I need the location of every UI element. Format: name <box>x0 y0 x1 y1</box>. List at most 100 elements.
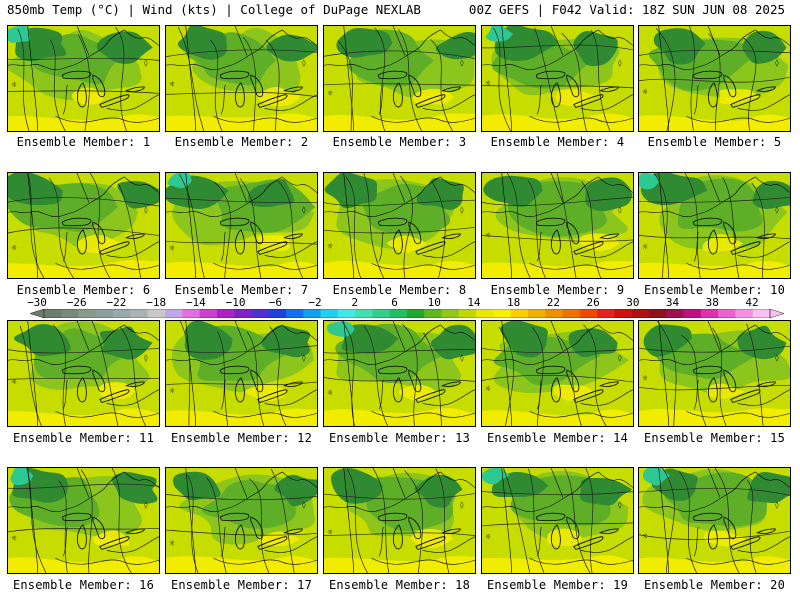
ensemble-member-label: Ensemble Member: 7 <box>174 283 309 297</box>
colorbar-swatch <box>355 309 373 318</box>
colorbar-swatch <box>44 309 62 318</box>
colorbar-swatch <box>752 309 771 318</box>
colorbar-tick-label: 18 <box>507 296 521 309</box>
ensemble-map-panel: ◊ ☼ <box>638 467 791 574</box>
colorbar-tick-label: 6 <box>391 296 398 309</box>
ensemble-member-label: Ensemble Member: 13 <box>328 431 471 445</box>
ensemble-map-panel: ◊ ☼ <box>323 320 476 427</box>
ensemble-member-label: Ensemble Member: 5 <box>647 135 782 149</box>
svg-text:◊: ◊ <box>775 206 779 214</box>
colorbar-swatch <box>320 309 339 318</box>
colorbar-tick-label: 14 <box>467 296 481 309</box>
svg-text:◊: ◊ <box>144 354 148 362</box>
ensemble-map-panel: ◊ ☼ <box>7 467 160 574</box>
colorbar-swatch <box>337 309 356 318</box>
colorbar-swatch <box>510 309 529 318</box>
colorbar-swatch <box>407 309 425 318</box>
ensemble-map-panel: ◊ ☼ <box>638 172 791 279</box>
svg-text:☼: ☼ <box>169 245 175 253</box>
svg-text:☼: ☼ <box>11 535 17 543</box>
colorbar-swatch <box>234 309 252 318</box>
ensemble-map-panel: ◊ ☼ <box>165 320 318 427</box>
ensemble-member-label: Ensemble Member: 3 <box>332 135 467 149</box>
svg-text:☼: ☼ <box>11 81 17 89</box>
svg-text:☼: ☼ <box>327 389 333 397</box>
svg-text:☼: ☼ <box>642 374 648 382</box>
colorbar-tick-label: −30 <box>27 296 47 309</box>
ensemble-map-panel: ◊ ☼ <box>7 320 160 427</box>
ensemble-map-panel: ◊ ☼ <box>481 25 634 132</box>
svg-text:◊: ◊ <box>775 354 779 362</box>
svg-text:◊: ◊ <box>618 59 622 67</box>
svg-text:☼: ☼ <box>642 532 648 540</box>
colorbar-tick-label: −26 <box>66 296 87 309</box>
colorbar-swatch <box>199 309 218 318</box>
svg-text:◊: ◊ <box>302 59 306 67</box>
colorbar-tick-label: 2 <box>351 296 359 309</box>
colorbar-swatch <box>718 309 736 318</box>
svg-text:◊: ◊ <box>302 354 306 362</box>
colorbar-swatch <box>528 309 546 318</box>
colorbar-swatch <box>562 309 581 318</box>
svg-text:☼: ☼ <box>327 529 333 537</box>
ensemble-map-panel: ◊ ☼ <box>7 172 160 279</box>
ensemble-member-label: Ensemble Member: 17 <box>170 578 313 592</box>
ensemble-map-panel: ◊ ☼ <box>638 320 791 427</box>
ensemble-map-panel: ◊ ☼ <box>323 172 476 279</box>
svg-text:◊: ◊ <box>618 206 622 214</box>
colorbar-tick-label: −18 <box>146 296 167 309</box>
colorbar-swatch <box>78 309 97 318</box>
ensemble-map-panel: ◊ ☼ <box>323 25 476 132</box>
colorbar-swatch <box>458 309 477 318</box>
colorbar-swatch <box>545 309 563 318</box>
ensemble-map-panel: ◊ ☼ <box>165 25 318 132</box>
ensemble-member-label: Ensemble Member: 4 <box>490 135 625 149</box>
ensemble-member-label: Ensemble Member: 9 <box>490 283 625 297</box>
svg-text:☼: ☼ <box>169 81 175 89</box>
svg-text:◊: ◊ <box>460 206 464 214</box>
colorbar-swatch <box>130 309 149 318</box>
colorbar-swatch <box>579 309 598 318</box>
colorbar-swatch <box>735 309 754 318</box>
colorbar-swatch <box>683 309 702 318</box>
colorbar-tick-label: 30 <box>626 296 640 309</box>
svg-text:☼: ☼ <box>11 244 17 252</box>
colorbar-tick-label: −22 <box>106 296 127 309</box>
colorbar-swatch <box>493 309 512 318</box>
ensemble-map-panel: ◊ ☼ <box>7 25 160 132</box>
colorbar-swatch <box>389 309 408 318</box>
svg-text:◊: ◊ <box>775 501 779 509</box>
colorbar-swatch <box>649 309 667 318</box>
colorbar-tick-label: 42 <box>745 296 759 309</box>
colorbar-swatch <box>216 309 235 318</box>
svg-text:☼: ☼ <box>327 242 333 250</box>
colorbar-swatch <box>113 309 131 318</box>
svg-text:☼: ☼ <box>11 378 17 386</box>
colorbar-swatch <box>286 309 304 318</box>
svg-text:☼: ☼ <box>485 533 491 541</box>
svg-text:◊: ◊ <box>302 206 306 214</box>
ensemble-map-panel: ◊ ☼ <box>481 320 634 427</box>
svg-text:◊: ◊ <box>460 354 464 362</box>
svg-text:☼: ☼ <box>485 79 491 87</box>
svg-text:☼: ☼ <box>327 90 333 98</box>
colorbar-swatch <box>597 309 615 318</box>
ensemble-member-label: Ensemble Member: 12 <box>170 431 313 445</box>
colorbar-swatch <box>666 309 684 318</box>
colorbar-swatch <box>631 309 650 318</box>
colorbar-tick-label: 34 <box>665 296 680 309</box>
svg-text:◊: ◊ <box>144 501 148 509</box>
colorbar-swatch <box>303 309 321 318</box>
ensemble-member-label: Ensemble Member: 18 <box>328 578 471 592</box>
ensemble-map-panel: ◊ ☼ <box>165 172 318 279</box>
map-title: 850mb Temp (°C) | Wind (kts) | College o… <box>7 2 421 17</box>
colorbar-swatch <box>476 309 494 318</box>
colorbar-swatch <box>372 309 391 318</box>
ensemble-member-label: Ensemble Member: 14 <box>486 431 629 445</box>
colorbar-swatch <box>165 309 183 318</box>
svg-text:☼: ☼ <box>485 385 491 393</box>
ensemble-map-panel: ◊ ☼ <box>165 467 318 574</box>
ensemble-member-label: Ensemble Member: 19 <box>486 578 629 592</box>
svg-text:☼: ☼ <box>169 539 175 547</box>
colorbar-swatch <box>95 309 114 318</box>
